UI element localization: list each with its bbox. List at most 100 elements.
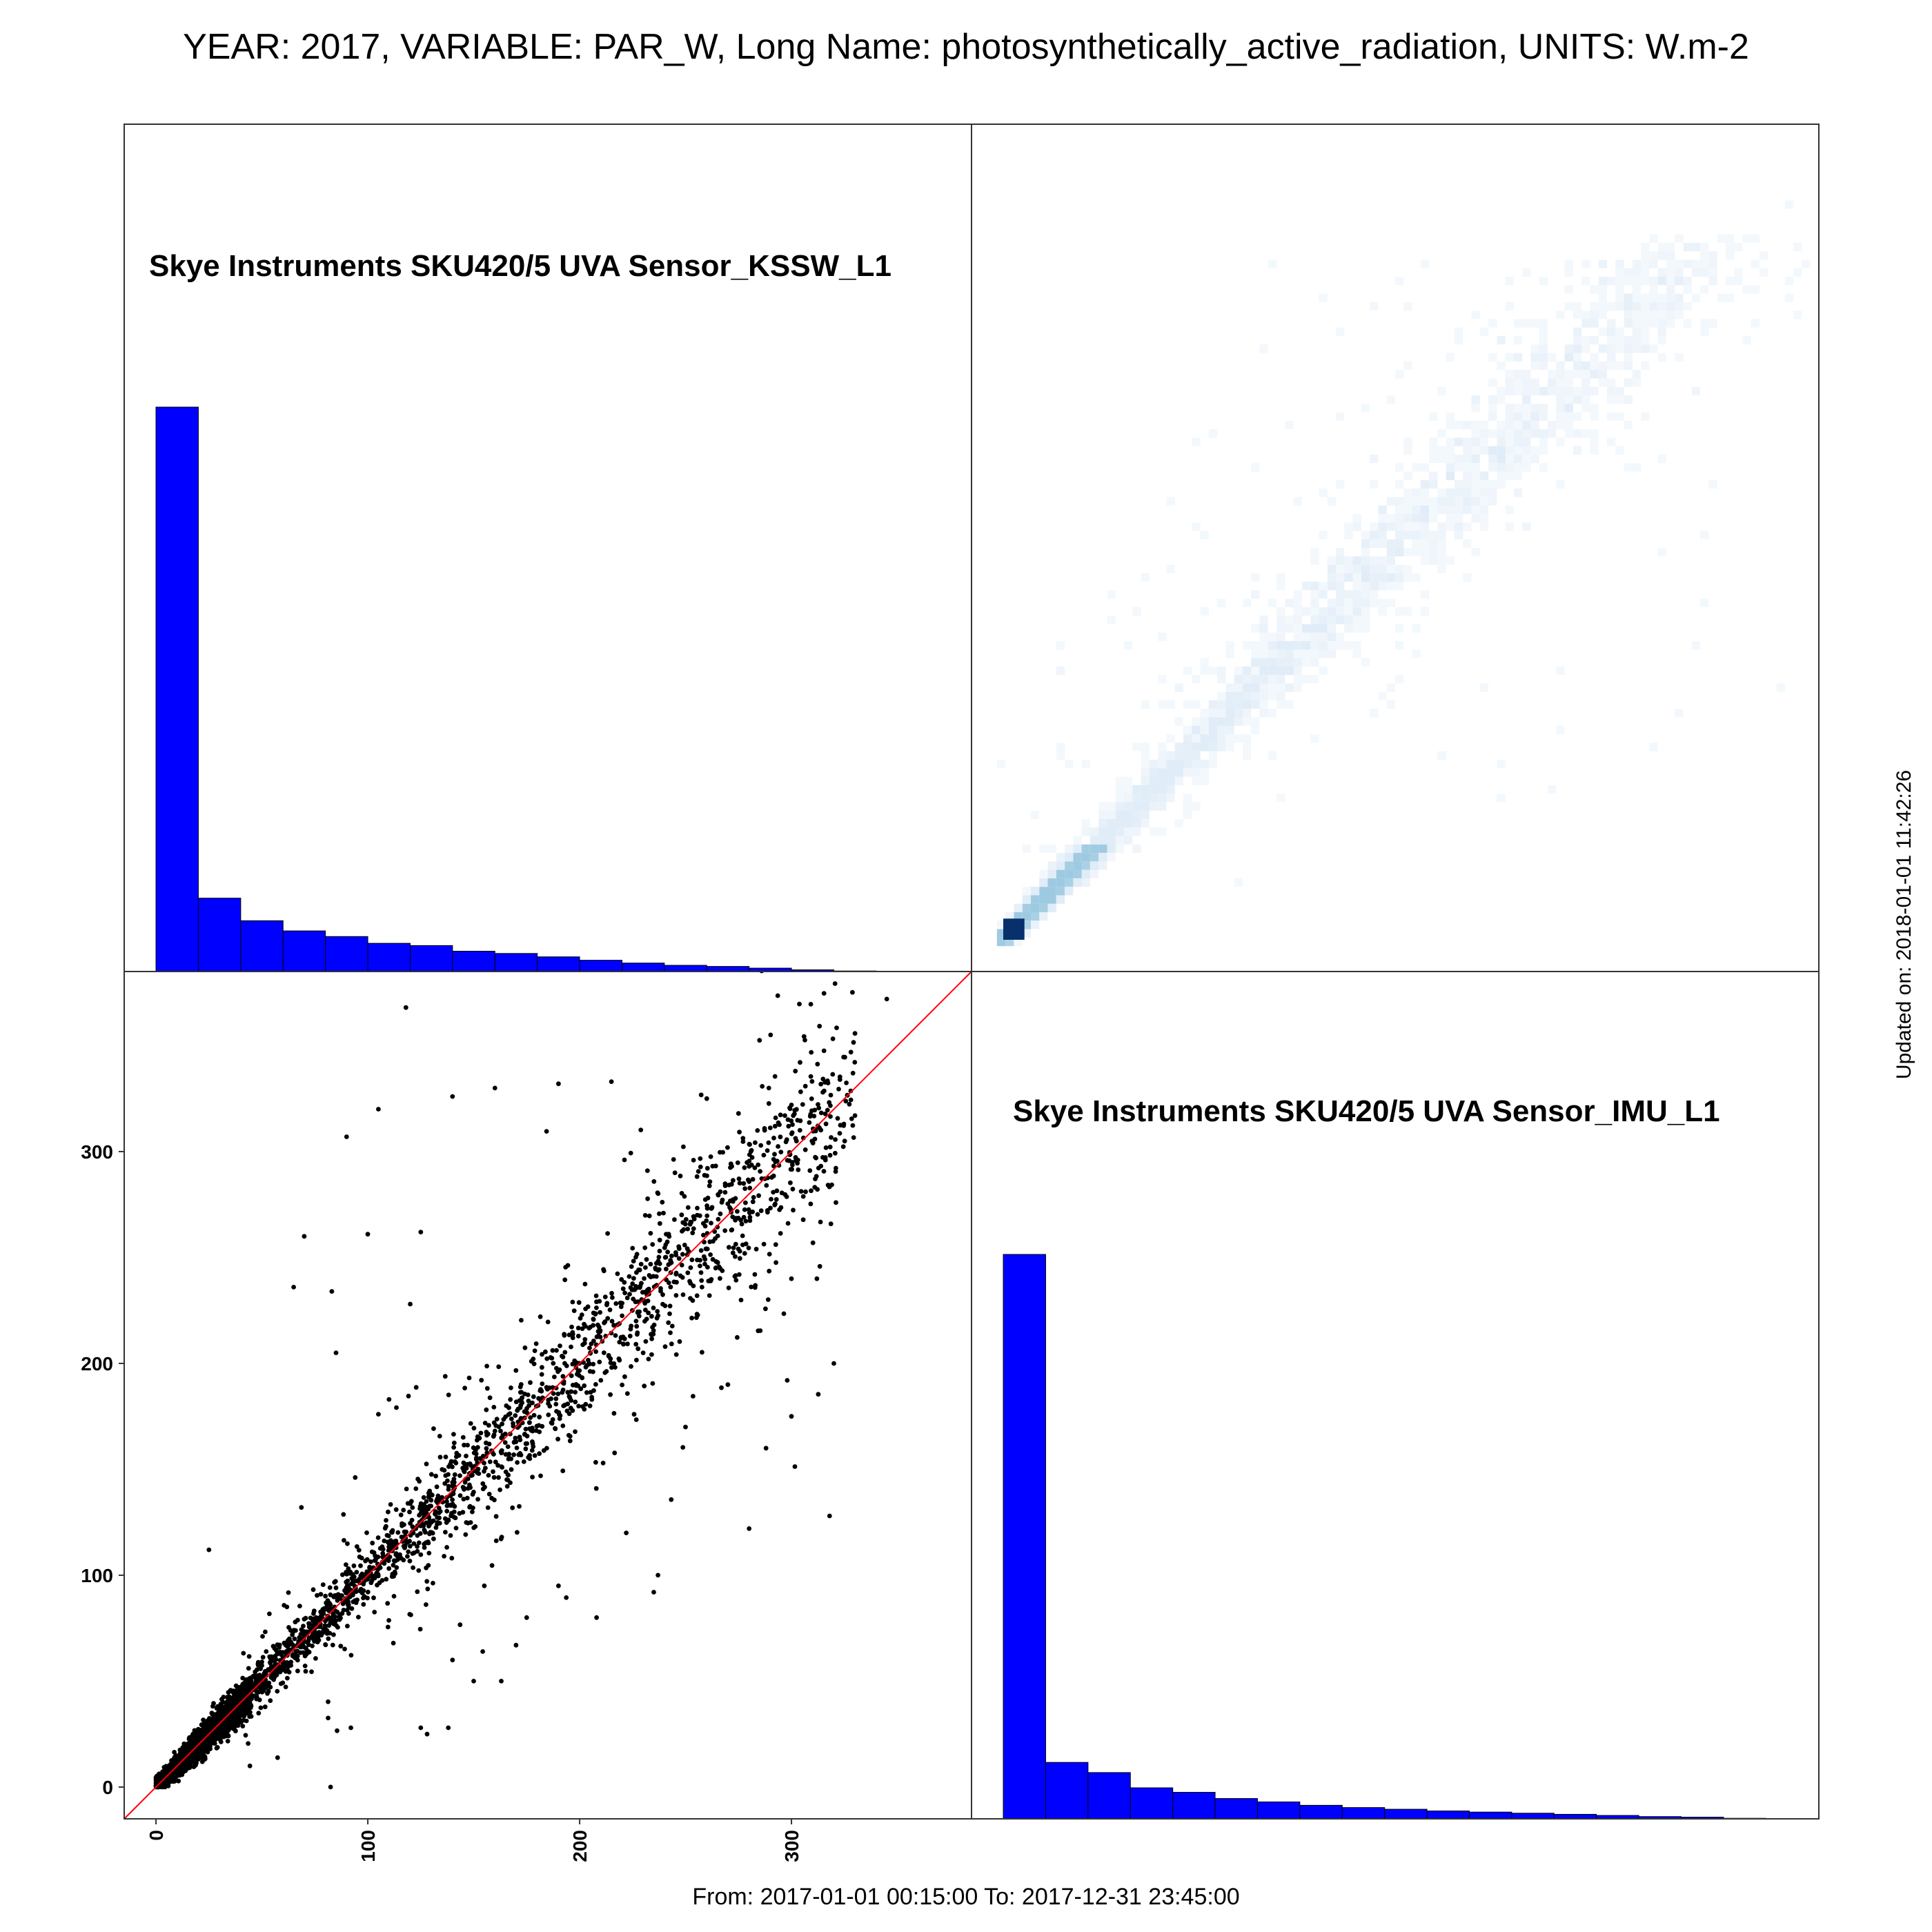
heatmap-cell <box>1141 785 1150 794</box>
heatmap-cell <box>1259 658 1268 667</box>
scatter-point <box>742 1207 747 1212</box>
heatmap-cell <box>1556 420 1565 430</box>
heatmap-cell <box>1386 497 1395 506</box>
scatter-point <box>633 1341 639 1347</box>
scatter-point <box>340 1572 345 1577</box>
heatmap-cell <box>1607 378 1616 387</box>
scatter-point <box>470 1466 475 1472</box>
heatmap-cell <box>1691 268 1701 277</box>
scatter-point <box>718 1189 723 1194</box>
heatmap-cell <box>1158 785 1167 794</box>
heatmap-cell <box>1352 624 1361 633</box>
heatmap-cell <box>1141 802 1150 811</box>
heatmap-cell <box>1047 895 1056 904</box>
scatter-point <box>569 1324 574 1330</box>
scatter-point <box>695 1312 700 1318</box>
heatmap-cell <box>1641 319 1650 328</box>
heatmap-cell <box>1471 437 1480 446</box>
heatmap-cell <box>1446 463 1455 472</box>
heatmap-cell <box>1429 505 1438 514</box>
heatmap-cell <box>1344 624 1353 633</box>
scatter-point <box>444 1504 450 1508</box>
scatter-point <box>292 1636 297 1642</box>
scatter-point <box>794 1107 799 1112</box>
heatmap-cell <box>1243 691 1252 701</box>
heatmap-cell <box>1412 531 1421 540</box>
heatmap-cell <box>1158 776 1167 785</box>
heatmap-cell <box>1641 293 1650 302</box>
heatmap-cell <box>1124 836 1133 845</box>
scatter-point <box>454 1454 459 1459</box>
heatmap-cell <box>1488 395 1497 404</box>
scatter-point <box>737 1256 742 1261</box>
heatmap-cell <box>1301 624 1311 633</box>
heatmap-cell <box>1039 887 1048 896</box>
heatmap-cell <box>1420 463 1430 472</box>
heatmap-cell <box>1700 268 1709 277</box>
histogram-kssw-bar-10 <box>579 960 622 972</box>
scatter-point <box>482 1421 488 1426</box>
heatmap-cell <box>1725 251 1735 260</box>
heatmap-cell <box>1310 658 1319 667</box>
scatter-point <box>331 1611 335 1617</box>
scatter-point <box>540 1352 544 1357</box>
scatter-point <box>569 1398 574 1403</box>
heatmap-cell <box>1581 319 1590 328</box>
heatmap-cell <box>1336 412 1345 421</box>
heatmap-cell <box>1573 302 1582 311</box>
heatmap-cell <box>1455 336 1463 345</box>
heatmap-cell <box>1310 632 1319 642</box>
heatmap-cell <box>1819 328 1827 336</box>
scatter-point <box>680 1252 685 1257</box>
scatter-point <box>388 1502 393 1507</box>
heatmap-cell <box>1471 404 1480 413</box>
heatmap-cell <box>1522 370 1531 379</box>
heatmap-cell <box>1234 666 1243 676</box>
scatter-point <box>566 1411 572 1417</box>
scatter-point <box>289 1647 295 1653</box>
heatmap-cell <box>1403 505 1412 514</box>
scatter-point <box>742 1165 747 1170</box>
heatmap-cell <box>1573 395 1582 404</box>
heatmap-cell <box>1336 556 1345 565</box>
scatter-point <box>651 1322 657 1328</box>
scatter-point <box>465 1476 471 1481</box>
scatter-point <box>602 1294 608 1299</box>
heatmap-cell <box>1598 361 1607 371</box>
heatmap-cell <box>1243 675 1252 684</box>
scatter-point <box>349 1606 355 1611</box>
heatmap-cell <box>1581 336 1590 345</box>
heatmap-cell <box>1395 277 1404 286</box>
scatter-point <box>662 1245 667 1250</box>
scatter-point <box>810 1240 816 1245</box>
scatter-point <box>278 1681 284 1686</box>
scatter-point <box>416 1540 422 1546</box>
heatmap-cell <box>1386 700 1395 709</box>
scatter-point <box>230 1721 236 1726</box>
heatmap-cell <box>1675 310 1684 319</box>
heatmap-cell <box>1166 793 1175 802</box>
heatmap-cell <box>1412 573 1421 582</box>
heatmap-cell <box>1192 742 1201 751</box>
scatter-point <box>645 1196 650 1201</box>
histogram-kssw-bar-11 <box>621 963 665 972</box>
scatter-point <box>673 1250 678 1255</box>
scatter-point <box>609 1290 614 1296</box>
scatter-point <box>306 1638 311 1644</box>
scatter-point <box>326 1636 331 1642</box>
scatter-point <box>736 1215 741 1221</box>
heatmap-cell <box>1327 582 1337 591</box>
heatmap-cell <box>1293 649 1302 658</box>
heatmap-cell <box>1708 480 1717 489</box>
heatmap-cell <box>1624 310 1633 319</box>
scatter-point <box>758 1169 762 1174</box>
scatter-point <box>552 1374 557 1379</box>
scatter-point <box>493 1459 498 1465</box>
scatter-point <box>820 1155 825 1160</box>
scatter-point <box>793 1068 798 1074</box>
heatmap-cell <box>1446 556 1455 565</box>
heatmap-cell <box>1141 700 1150 709</box>
heatmap-cell <box>1243 598 1252 607</box>
heatmap-cell <box>1192 734 1201 743</box>
scatter-point <box>747 1163 752 1169</box>
